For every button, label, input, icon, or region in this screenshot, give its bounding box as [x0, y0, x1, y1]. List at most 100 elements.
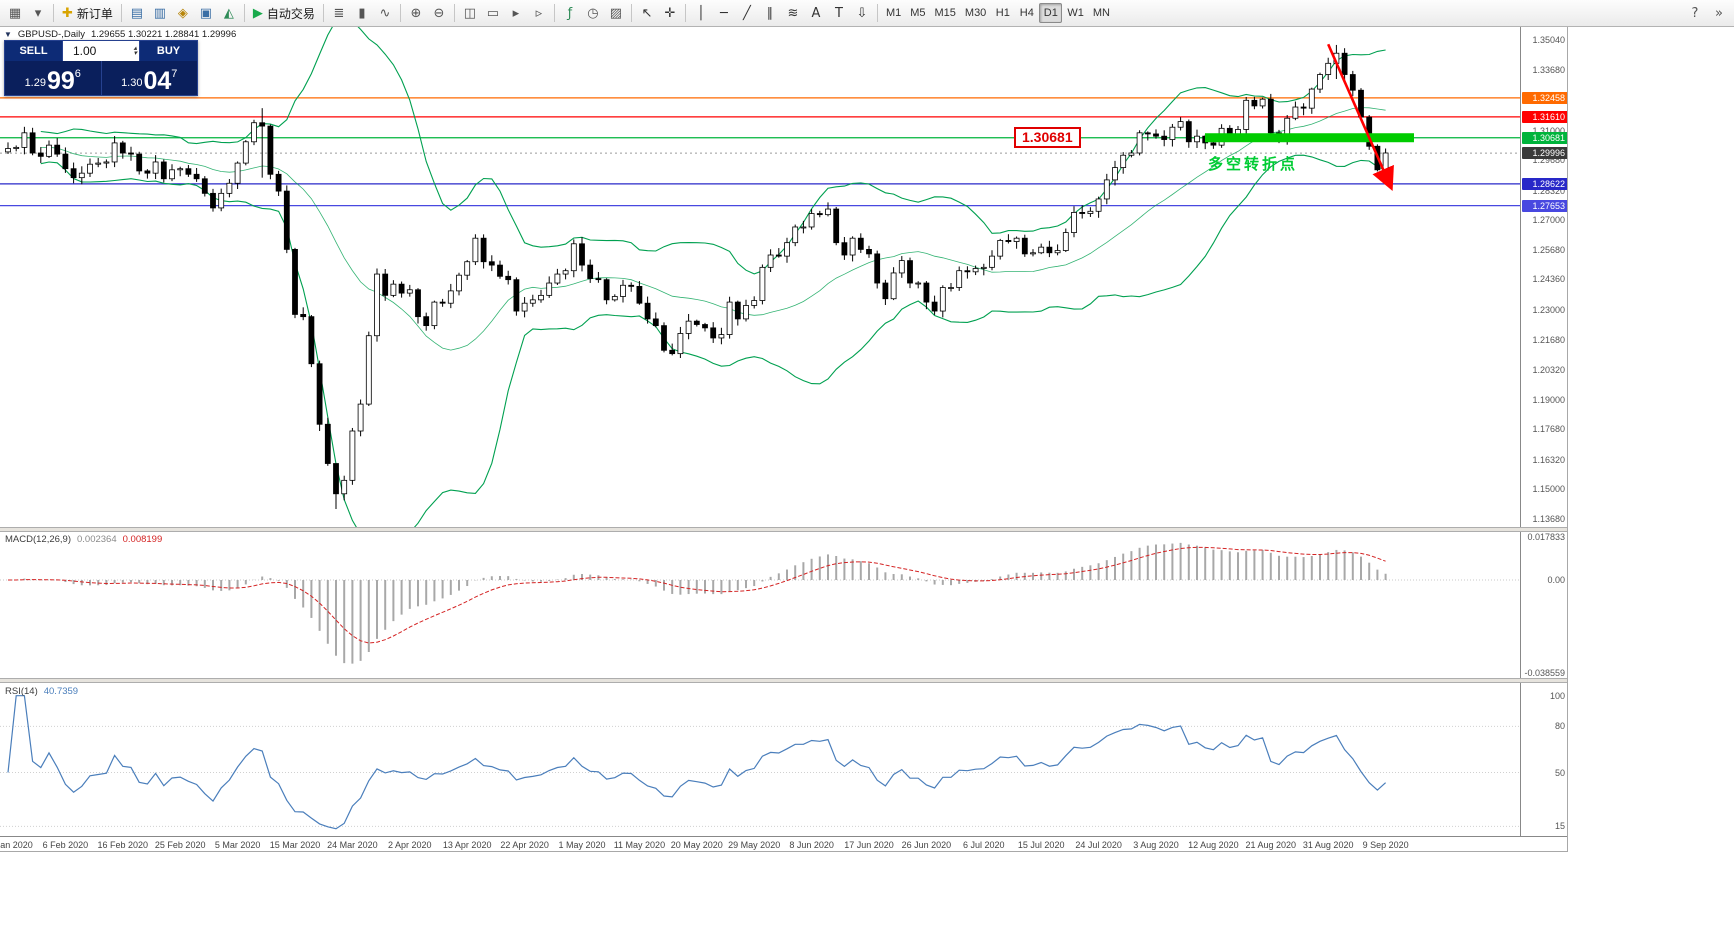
rsi-tick-label: 100 [1549, 690, 1565, 701]
zoom-in-icon[interactable]: ⊕ [405, 2, 427, 24]
navigator-icon[interactable]: ◈ [172, 2, 194, 24]
line-chart-icon[interactable]: ∿ [374, 2, 396, 24]
candle-body [382, 273, 389, 296]
indicators-icon[interactable]: ƒ [559, 2, 581, 24]
chart-shift-icon[interactable]: ▹ [528, 2, 550, 24]
help-icon[interactable]: ? [1684, 2, 1706, 24]
text-icon[interactable]: A [805, 2, 827, 24]
candle-body [472, 237, 479, 263]
arrows-icon[interactable]: ⇩ [851, 2, 873, 24]
channel-icon[interactable]: ∥ [759, 2, 781, 24]
buy-price-small: 1.30 [121, 77, 143, 89]
candle-body [308, 316, 315, 365]
timeframe-w1[interactable]: W1 [1063, 3, 1088, 23]
candle-body [177, 168, 184, 171]
fibonacci-icon[interactable]: ≋ [782, 2, 804, 24]
periods-icon[interactable]: ◷ [582, 2, 604, 24]
level-price-badge: 1.27653 [1522, 199, 1567, 212]
indicators-icon: ƒ [567, 5, 573, 21]
trend-arrow[interactable] [1327, 43, 1394, 191]
label-icon[interactable]: T [828, 2, 850, 24]
spinner-up-icon[interactable]: ▴ [133, 45, 137, 52]
candle-body [234, 162, 241, 184]
price-callout-label[interactable]: 1.30681 [1014, 127, 1081, 148]
market-watch-icon[interactable]: ▤ [126, 2, 148, 24]
toolbar-separator [684, 4, 686, 22]
data-window-icon[interactable]: ▥ [149, 2, 171, 24]
candle-body [1243, 99, 1250, 130]
turning-point-note[interactable]: 多空转折点 [1208, 156, 1299, 173]
toolbar-separator [53, 4, 54, 22]
candle-body [193, 173, 200, 180]
price-tick-label: 1.21680 [1532, 334, 1565, 345]
sell-button[interactable]: SELL [5, 41, 62, 61]
timeframe-m1[interactable]: M1 [882, 3, 905, 23]
spinner-down-icon[interactable]: ▾ [133, 50, 137, 57]
autotrading-button[interactable]: ▶ 自动交易 [249, 2, 319, 24]
zoom-out-icon: ⊖ [433, 5, 445, 21]
new-order-button[interactable]: ✚ 新订单 [58, 2, 117, 24]
trendline-icon[interactable]: ╱ [736, 2, 758, 24]
candle-body [341, 479, 348, 495]
timeframe-mn[interactable]: MN [1089, 3, 1114, 23]
timeframe-m15[interactable]: M15 [931, 3, 960, 23]
candle-body [661, 325, 667, 351]
auto-scroll-icon[interactable]: ▸ [505, 2, 527, 24]
sell-price[interactable]: 1.29 99 6 [5, 61, 101, 95]
volume-spinner[interactable]: ▴ ▾ [133, 45, 137, 57]
terminal-icon[interactable]: ▣ [195, 2, 217, 24]
panel-splitter-macd-rsi[interactable] [0, 678, 1567, 683]
candle-body [1038, 246, 1045, 254]
candle-body [685, 320, 692, 334]
candle-body [78, 172, 85, 179]
price-tick-label: 1.35040 [1532, 35, 1565, 45]
candle-body [21, 132, 28, 148]
candle-body [464, 261, 471, 276]
vertical-line-icon[interactable]: │ [690, 2, 712, 24]
channel-icon: ∥ [766, 5, 774, 21]
timeframe-m30[interactable]: M30 [961, 3, 990, 23]
support-zone-bar[interactable] [1205, 133, 1414, 143]
timeframe-m5[interactable]: M5 [906, 3, 929, 23]
candle-body [1046, 246, 1053, 254]
templates-icon[interactable]: ▨ [605, 2, 627, 24]
candle-body [1177, 121, 1184, 128]
candlestick-chart-icon[interactable]: ▮ [351, 2, 373, 24]
toolbar-overflow-icon[interactable]: » [1708, 2, 1730, 24]
candle-body [423, 316, 430, 327]
candle-body [242, 141, 249, 164]
volume-field[interactable]: 1.00 ▴ ▾ [62, 41, 140, 61]
candle-body [816, 213, 823, 216]
date-tick-label: 6 Feb 2020 [42, 840, 89, 850]
cascade-windows-icon[interactable]: ▭ [482, 2, 504, 24]
crosshair-icon[interactable]: ✛ [659, 2, 681, 24]
candle-body [1341, 52, 1348, 75]
strategy-tester-icon[interactable]: ◭ [218, 2, 240, 24]
cursor-icon[interactable]: ↖ [636, 2, 658, 24]
chart-dropdown-icon[interactable]: ▾ [27, 2, 49, 24]
zoom-out-icon[interactable]: ⊖ [428, 2, 450, 24]
timeframe-h1[interactable]: H1 [991, 3, 1014, 23]
date-tick-label: 5 Mar 2020 [214, 840, 261, 850]
panel-splitter-main-macd[interactable] [0, 527, 1567, 532]
bollinger-lower [40, 154, 1386, 527]
candle-body [603, 279, 610, 301]
cascade-windows-icon: ▭ [486, 5, 500, 21]
candle-body [874, 253, 881, 284]
candle-body [406, 289, 413, 294]
date-tick-label: 6 Jul 2020 [963, 840, 1005, 850]
bar-chart-icon[interactable]: ≣ [328, 2, 350, 24]
buy-price[interactable]: 1.30 04 7 [102, 61, 198, 95]
price-tick-label: 1.27000 [1532, 215, 1565, 226]
candle-body [1120, 154, 1127, 168]
horizontal-line-icon[interactable]: ─ [713, 2, 735, 24]
candle-body [587, 264, 594, 279]
tile-windows-icon[interactable]: ◫ [459, 2, 481, 24]
buy-button[interactable]: BUY [140, 41, 197, 61]
candle-body [333, 463, 339, 495]
timeframe-h4[interactable]: H4 [1015, 3, 1038, 23]
timeframe-d1[interactable]: D1 [1039, 3, 1063, 23]
chart-canvas[interactable] [0, 27, 1568, 852]
one-click-collapse-icon[interactable]: ▼ [4, 30, 12, 39]
new-chart-icon[interactable]: ▦ [4, 2, 26, 24]
